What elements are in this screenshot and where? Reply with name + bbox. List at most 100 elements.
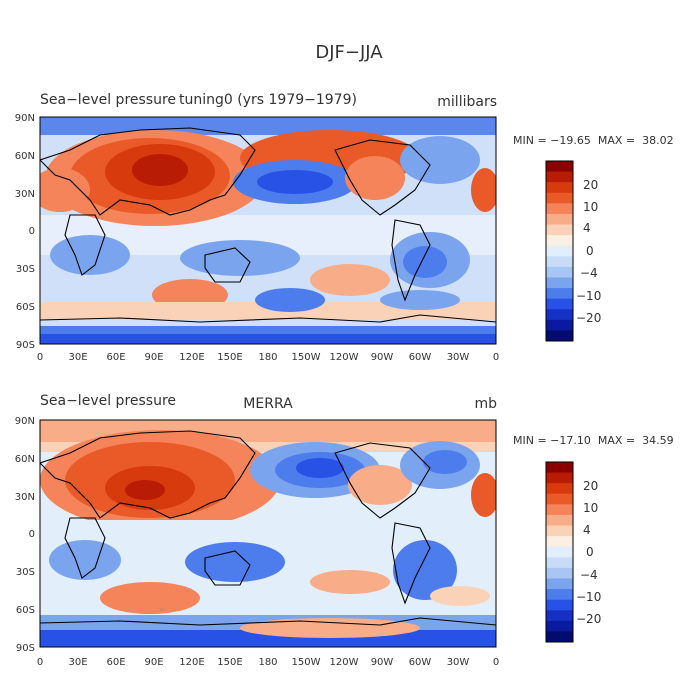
bottom-xtick-30e: 30E — [68, 657, 87, 668]
top-colorbar-swatch — [546, 309, 573, 321]
bottom-xtick-90w: 90W — [371, 657, 394, 668]
top-xtick-120e: 120E — [179, 352, 204, 363]
top-colorbar-swatch — [546, 288, 573, 300]
bottom-xtick-150w: 150W — [292, 657, 321, 668]
top-colorbar-swatch — [546, 266, 573, 278]
top-ytick-90s: 90S — [16, 340, 35, 351]
top-colorbar-swatch — [546, 161, 573, 172]
bottom-xtick-0: 0 — [37, 657, 43, 668]
top-colorbar-swatch — [546, 203, 573, 215]
page-title: DJF−JJA — [315, 42, 383, 63]
bottom-title-left: Sea−level pressure — [40, 393, 176, 409]
bottom-colorbar-swatch — [546, 483, 573, 495]
panel-bottom: Sea−level pressure MERRA mb — [15, 393, 674, 668]
bottom-colorbar-swatch — [546, 620, 573, 632]
bottom-frame — [39, 419, 497, 648]
bottom-ytick-60s: 60S — [16, 605, 35, 616]
bottom-colorbar-swatch — [546, 525, 573, 537]
bottom-ytick-0: 0 — [29, 529, 35, 540]
bottom-stats: MIN = −17.10 MAX = 34.59 — [513, 434, 674, 447]
top-colorbar-swatch — [546, 298, 573, 310]
top-units: millibars — [437, 94, 497, 110]
top-cb-label-0: 0 — [586, 244, 594, 258]
bottom-cb-label-10: 10 — [583, 501, 598, 515]
bottom-colorbar-swatch — [546, 546, 573, 558]
top-cb-label-m4: −4 — [580, 266, 598, 280]
bottom-colorbar-swatch — [546, 493, 573, 505]
top-ytick-30s: 30S — [16, 264, 35, 275]
bottom-xtick-30w: 30W — [447, 657, 470, 668]
top-xtick-90e: 90E — [144, 352, 163, 363]
bottom-ytick-60n: 60N — [15, 454, 35, 465]
top-xtick-120w: 120W — [330, 352, 359, 363]
bottom-colorbar-swatch — [546, 472, 573, 484]
bottom-xtick-180: 180 — [258, 657, 277, 668]
top-ytick-30n: 30N — [15, 189, 35, 200]
top-colorbar-swatch — [546, 182, 573, 194]
bottom-units: mb — [474, 396, 497, 412]
top-stats: MIN = −19.65 MAX = 38.02 — [513, 134, 674, 147]
top-ytick-60n: 60N — [15, 151, 35, 162]
top-colorbar-swatch — [546, 171, 573, 183]
top-xtick-0: 0 — [37, 352, 43, 363]
bottom-ytick-30s: 30S — [16, 567, 35, 578]
bottom-cb-label-4: 4 — [583, 523, 591, 537]
top-frame — [39, 116, 497, 345]
top-xtick-60w: 60W — [409, 352, 432, 363]
top-xtick-30w: 30W — [447, 352, 470, 363]
bottom-colorbar-swatch — [546, 514, 573, 526]
bottom-colorbar-swatch — [546, 610, 573, 622]
bottom-xtick-0-end: 0 — [493, 657, 499, 668]
bottom-xtick-120w: 120W — [330, 657, 359, 668]
top-xtick-60e: 60E — [106, 352, 125, 363]
top-colorbar-swatch — [546, 213, 573, 225]
bottom-xtick-120e: 120E — [179, 657, 204, 668]
bottom-cb-label-20: 20 — [583, 479, 598, 493]
bottom-colorbar-swatch — [546, 578, 573, 590]
top-xtick-150w: 150W — [292, 352, 321, 363]
bottom-colorbar — [545, 461, 574, 643]
top-cb-label-20: 20 — [583, 178, 598, 192]
bottom-colorbar-swatch — [546, 462, 573, 473]
bottom-ytick-30n: 30N — [15, 492, 35, 503]
top-colorbar-swatch — [546, 277, 573, 289]
bottom-ytick-90n: 90N — [15, 416, 35, 427]
top-xtick-30e: 30E — [68, 352, 87, 363]
bottom-ytick-90s: 90S — [16, 643, 35, 654]
top-xtick-0-end: 0 — [493, 352, 499, 363]
bottom-colorbar-swatch — [546, 567, 573, 579]
top-ytick-90n: 90N — [15, 113, 35, 124]
bottom-xtick-150e: 150E — [217, 657, 242, 668]
top-colorbar-swatch — [546, 224, 573, 236]
bottom-cb-label-m20: −20 — [576, 612, 601, 626]
top-colorbar-swatch — [546, 245, 573, 257]
top-ytick-0: 0 — [29, 226, 35, 237]
top-colorbar-swatch — [546, 192, 573, 204]
top-colorbar-swatch — [546, 256, 573, 268]
top-colorbar-swatch — [546, 235, 573, 247]
top-cb-label-4: 4 — [583, 221, 591, 235]
bottom-map — [40, 420, 496, 647]
top-title-center: tuning0 (yrs 1979−1979) — [179, 92, 357, 108]
bottom-cb-label-m4: −4 — [580, 568, 598, 582]
bottom-cb-label-m10: −10 — [576, 590, 601, 604]
top-xtick-90w: 90W — [371, 352, 394, 363]
bottom-title-center: MERRA — [243, 396, 293, 412]
top-colorbar — [545, 160, 574, 342]
panel-top: Sea−level pressure tuning0 (yrs 1979−197… — [15, 92, 674, 363]
top-xtick-180: 180 — [258, 352, 277, 363]
top-title-left: Sea−level pressure — [40, 92, 176, 108]
bottom-cb-label-0: 0 — [586, 545, 594, 559]
top-cb-label-m10: −10 — [576, 289, 601, 303]
top-xtick-150e: 150E — [217, 352, 242, 363]
bottom-colorbar-swatch — [546, 589, 573, 601]
bottom-colorbar-swatch — [546, 536, 573, 548]
top-map — [40, 117, 496, 344]
top-cb-label-10: 10 — [583, 200, 598, 214]
bottom-xtick-90e: 90E — [144, 657, 163, 668]
bottom-colorbar-swatch — [546, 557, 573, 569]
bottom-colorbar-swatch — [546, 504, 573, 516]
bottom-xtick-60e: 60E — [106, 657, 125, 668]
top-cb-label-m20: −20 — [576, 311, 601, 325]
